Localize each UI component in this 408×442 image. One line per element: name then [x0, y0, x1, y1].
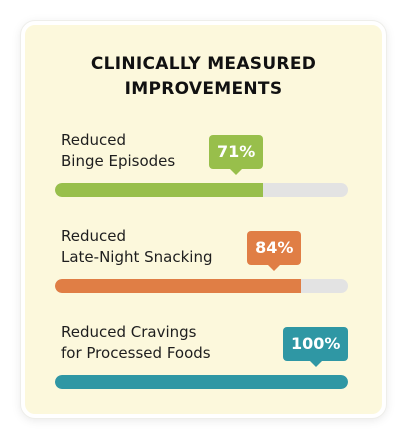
metric-label-line-2: Binge Episodes [61, 152, 176, 170]
metric-percent-text: 84% [255, 238, 294, 257]
badge-pointer [309, 361, 322, 367]
progress-fill [55, 183, 264, 197]
progress-track [55, 279, 348, 293]
card-title-line-2: IMPROVEMENTS [124, 79, 283, 99]
card-title-line-1: CLINICALLY MEASURED [90, 54, 317, 74]
metric-label: Reduced Binge Episodes [61, 130, 175, 172]
metric-late-night-snacking: Reduced Late-Night Snacking 84% [55, 226, 350, 296]
metric-label: Reduced Late-Night Snacking [61, 226, 213, 268]
metric-label: Reduced Cravings for Processed Foods [61, 322, 211, 364]
metric-binge-episodes: Reduced Binge Episodes 71% [55, 130, 350, 200]
metric-percent-badge: 100% [283, 327, 349, 367]
metric-label-line-1: Reduced Cravings [61, 323, 197, 341]
card-title: CLINICALLY MEASURED IMPROVEMENTS [25, 52, 382, 102]
progress-fill [55, 279, 302, 293]
metric-label-line-2: Late-Night Snacking [61, 248, 213, 266]
metric-percent-badge: 71% [209, 135, 264, 175]
progress-fill [55, 375, 348, 389]
badge-pointer [268, 265, 281, 271]
improvements-card: CLINICALLY MEASURED IMPROVEMENTS Reduced… [21, 21, 386, 418]
metric-label-line-1: Reduced [61, 131, 127, 149]
metric-percent-text: 100% [291, 334, 341, 353]
metric-processed-food-cravings: Reduced Cravings for Processed Foods 100… [55, 322, 350, 392]
progress-track [55, 375, 348, 389]
metric-label-line-2: for Processed Foods [61, 344, 211, 362]
badge-pointer [230, 169, 243, 175]
progress-track [55, 183, 348, 197]
metric-label-line-1: Reduced [61, 227, 127, 245]
metric-percent-badge: 84% [247, 231, 302, 271]
metric-percent-text: 71% [217, 142, 256, 161]
